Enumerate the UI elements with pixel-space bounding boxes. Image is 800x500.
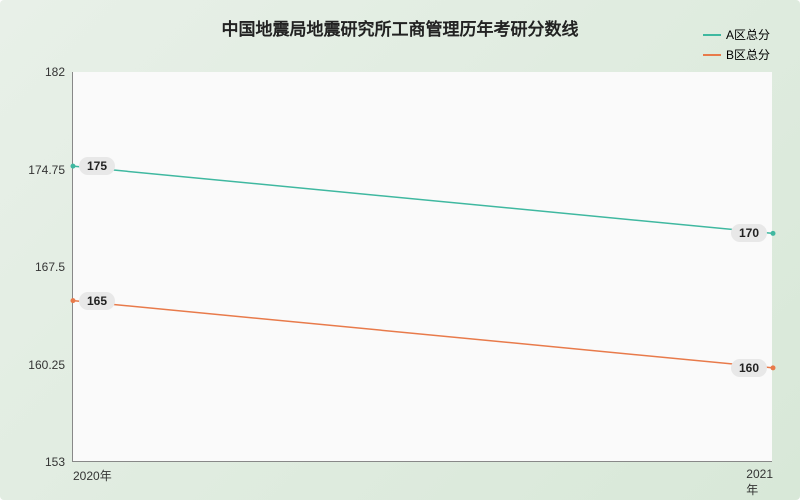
data-point <box>771 231 776 236</box>
x-tick-label: 2020年 <box>73 461 112 484</box>
data-point <box>71 298 76 303</box>
data-label: 165 <box>79 292 115 310</box>
legend-label-b: B区总分 <box>726 46 770 63</box>
y-tick-label: 160.25 <box>28 358 73 372</box>
series-line <box>73 301 773 368</box>
data-label: 170 <box>731 224 767 242</box>
data-label: 175 <box>79 157 115 175</box>
plot-area: 153160.25167.5174.751822020年2021年1751701… <box>72 72 772 462</box>
y-tick-label: 182 <box>45 65 73 79</box>
y-tick-label: 174.75 <box>28 163 73 177</box>
series-line <box>73 166 773 233</box>
y-tick-label: 167.5 <box>35 260 73 274</box>
legend-item-a: A区总分 <box>703 26 770 43</box>
legend-label-a: A区总分 <box>726 26 770 43</box>
y-tick-label: 153 <box>45 455 73 469</box>
legend-item-b: B区总分 <box>703 46 770 63</box>
legend: A区总分 B区总分 <box>703 26 770 66</box>
plot-svg <box>73 72 773 462</box>
data-point <box>771 365 776 370</box>
chart-container: 中国地震局地震研究所工商管理历年考研分数线 A区总分 B区总分 153 160.2… <box>0 0 800 500</box>
x-tick-label: 2021年 <box>746 461 773 498</box>
legend-swatch-b <box>703 54 721 56</box>
data-label: 160 <box>731 359 767 377</box>
legend-swatch-a <box>703 34 721 36</box>
chart-title: 中国地震局地震研究所工商管理历年考研分数线 <box>0 15 800 40</box>
